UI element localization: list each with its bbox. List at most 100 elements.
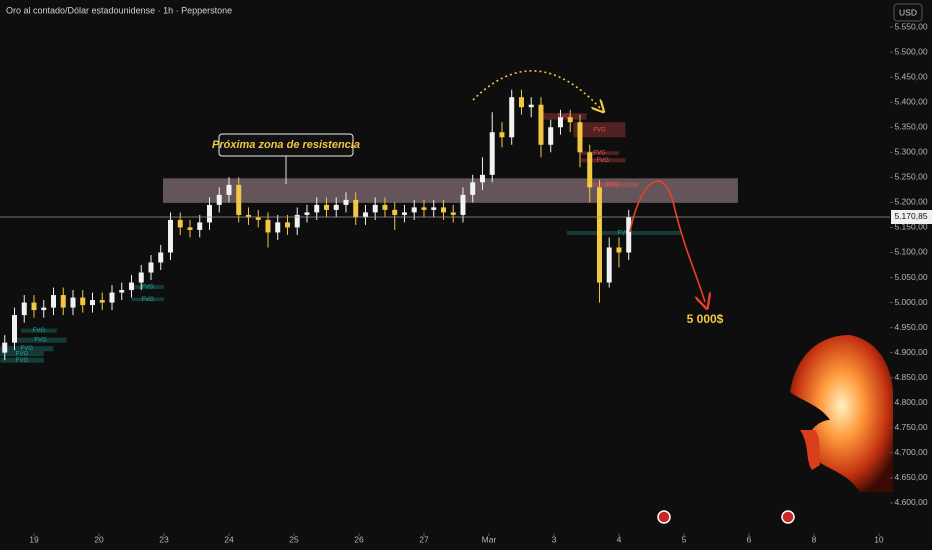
candle-body: [538, 104, 544, 145]
fvg-box: [20, 328, 57, 333]
candle-body: [109, 292, 115, 303]
candle-body: [2, 342, 8, 353]
projection-arrow: [629, 180, 705, 302]
fvg-label: FVG: [558, 114, 571, 120]
fvg-box: [540, 113, 587, 120]
candle-body: [353, 199, 359, 218]
y-tick-label: 5.450,00: [894, 71, 927, 81]
candle-body: [421, 207, 427, 210]
currency-box[interactable]: [893, 3, 923, 22]
candle-body: [89, 300, 95, 306]
candle-body: [50, 295, 56, 308]
flame-horse-art: [790, 335, 893, 492]
fvg-label: FVG: [593, 127, 606, 133]
y-tick-label: 5.000,00: [894, 297, 927, 307]
y-tick-label: 5.400,00: [894, 96, 927, 106]
candle-body: [362, 212, 368, 218]
fvg-label: FVG: [34, 338, 47, 344]
candle-body: [304, 212, 310, 215]
fvg-box: [573, 122, 626, 138]
candle-body: [616, 247, 622, 253]
fvg-label: FVG: [33, 328, 46, 334]
y-tick-label: 4.700,00: [894, 447, 927, 457]
y-tick-label: 5.300,00: [894, 147, 927, 157]
y-tick-label: 5.250,00: [894, 172, 927, 182]
axes: 4.600,00 4.650,00 4.700,00 4.750,00 4.800,00…: [0, 21, 932, 544]
candle-body: [167, 219, 173, 253]
candle-body: [372, 204, 378, 213]
fvg-label: FVG: [142, 297, 155, 303]
candle-body: [226, 184, 232, 195]
candle-body: [567, 117, 573, 123]
candle-body: [431, 207, 437, 210]
candle-body: [489, 132, 495, 175]
candle-body: [284, 222, 290, 228]
x-tick-label: 23: [159, 534, 169, 544]
candle-body: [333, 204, 339, 210]
y-tick-label: 5.150,00: [894, 222, 927, 232]
candle-body: [128, 282, 134, 291]
fvg-label: FVG: [593, 151, 606, 157]
candle-body: [470, 182, 476, 195]
x-tick-label: 3: [552, 534, 557, 544]
candle-body: [518, 97, 524, 108]
fvg-box: [586, 182, 639, 188]
candle-body: [119, 290, 125, 293]
fvg-box: [131, 297, 164, 302]
currency[interactable]: USD: [899, 7, 917, 17]
candle-body: [528, 104, 534, 108]
fvg-box: [0, 357, 44, 363]
fvg-box: [0, 346, 54, 352]
x-tick-label: 27: [419, 534, 429, 544]
fvg-label: FVG: [21, 346, 34, 352]
candle-body: [148, 262, 154, 273]
candle-body: [60, 295, 66, 308]
candle-body: [314, 204, 320, 213]
candle-body: [509, 97, 515, 138]
candle-body: [187, 227, 193, 230]
event-icon[interactable]: [781, 510, 795, 524]
candle-body: [245, 214, 251, 218]
callout-text: Próxima zona de resistencia: [212, 139, 360, 151]
x-tick-label: 6: [747, 534, 752, 544]
x-tick-label: 26: [354, 534, 364, 544]
fvg-box: [566, 230, 681, 235]
x-tick-label: 5: [682, 534, 687, 544]
candle-body: [255, 217, 261, 220]
y-tick-label: 5.500,00: [894, 46, 927, 56]
candle-body: [236, 184, 242, 215]
candle-body: [21, 302, 27, 316]
candle-body: [460, 194, 466, 215]
x-tick-label: 24: [224, 534, 234, 544]
target-label: 5 000$: [687, 312, 724, 326]
fvg-label: FVG: [142, 285, 155, 291]
candle-body: [626, 216, 632, 253]
candle-body: [265, 219, 271, 233]
candle-body: [177, 219, 183, 228]
candle-body: [440, 207, 446, 213]
fvg-label: FVG: [618, 231, 631, 237]
last-price-label: 5.170,85: [894, 211, 927, 221]
candle-body: [11, 315, 17, 343]
candle-body: [41, 307, 47, 311]
candle-body: [294, 214, 300, 228]
x-tick-label: 20: [94, 534, 104, 544]
event-icon[interactable]: [657, 510, 671, 524]
candle-body: [587, 152, 593, 188]
fvg-label: FVG: [16, 358, 29, 364]
candle-body: [450, 212, 456, 215]
candle-body: [548, 127, 554, 145]
candle-body: [70, 297, 76, 308]
y-tick-label: 4.750,00: [894, 422, 927, 432]
y-tick-label: 4.950,00: [894, 322, 927, 332]
candle-body: [596, 187, 602, 283]
x-tick-label: 4: [617, 534, 622, 544]
candle-body: [323, 204, 329, 210]
candle-body: [606, 247, 612, 283]
y-tick-label: 4.650,00: [894, 472, 927, 482]
resistance-zone: [163, 178, 738, 203]
candle-body: [31, 302, 37, 311]
